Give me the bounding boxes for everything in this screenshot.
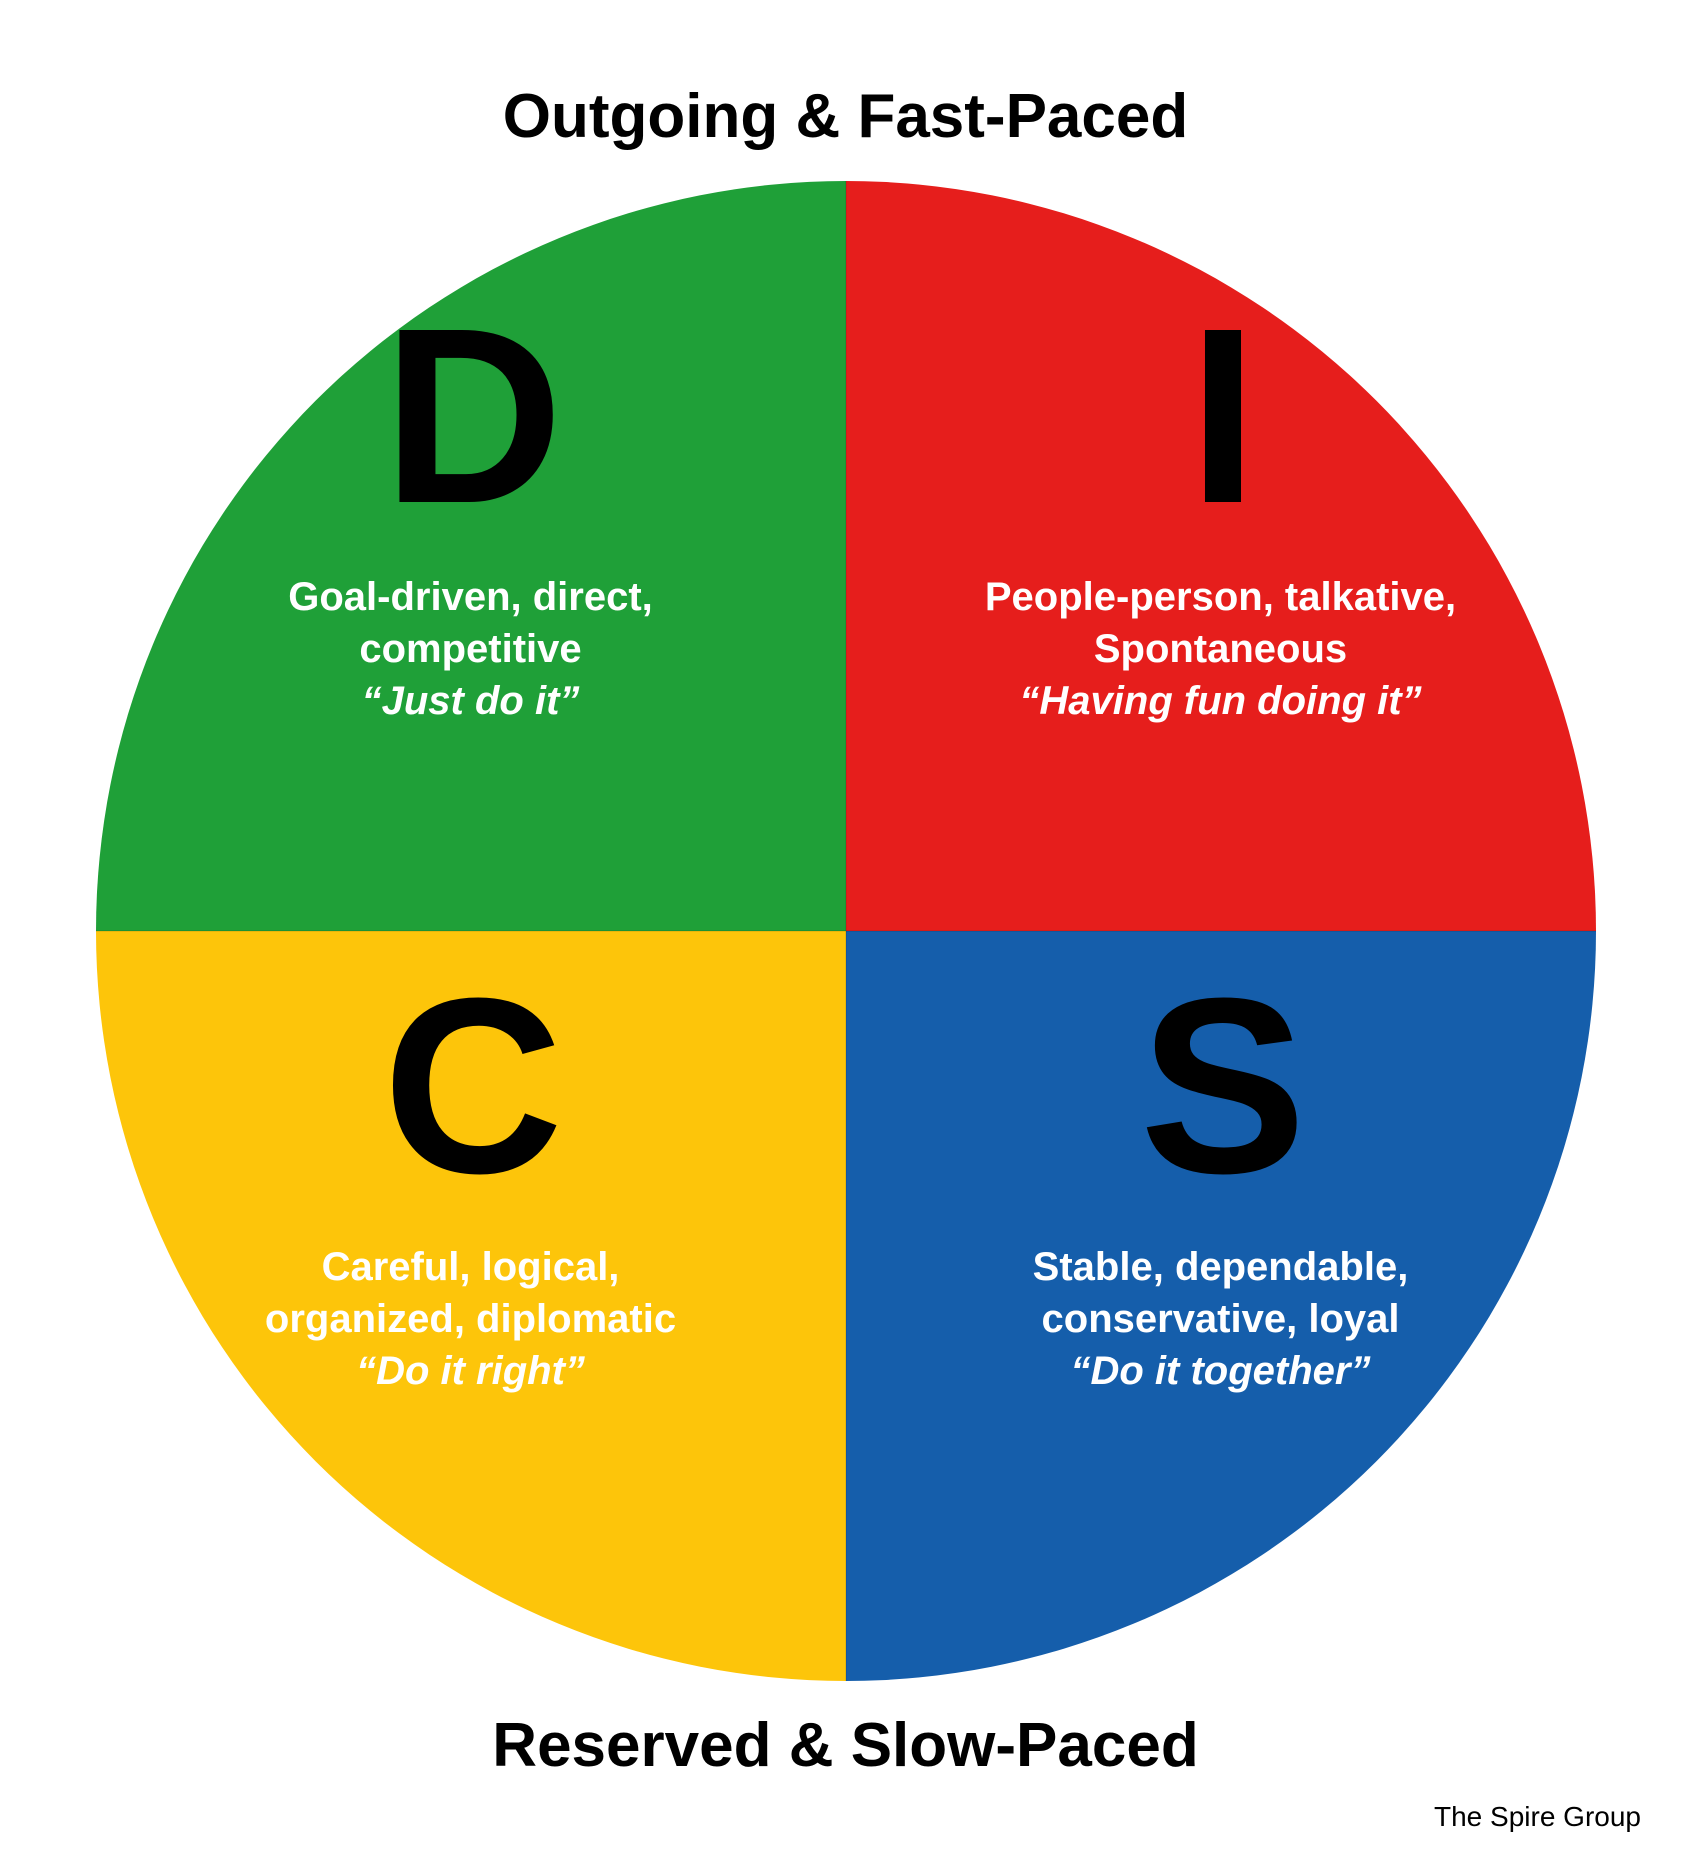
quadrant-d: D Goal-driven, direct, competitive “Just… <box>96 181 846 931</box>
traits-d: Goal-driven, direct, competitive <box>288 571 653 675</box>
letter-d: D <box>383 291 559 541</box>
quadrant-d-content: D Goal-driven, direct, competitive “Just… <box>96 291 846 727</box>
traits-c-line1: Careful, logical, <box>322 1245 620 1289</box>
quadrant-c: C Careful, logical, organized, diplomati… <box>96 931 846 1681</box>
traits-s: Stable, dependable, conservative, loyal <box>1033 1241 1409 1345</box>
divider-horizontal <box>96 930 1596 932</box>
traits-d-line2: competitive <box>359 627 581 671</box>
quote-i: “Having fun doing it” <box>1019 675 1421 727</box>
quote-s: “Do it together” <box>1071 1345 1371 1397</box>
axis-label-bottom: Reserved & Slow-Paced <box>492 1710 1198 1781</box>
traits-i: People-person, talkative, Spontaneous <box>985 571 1456 675</box>
traits-s-line2: conservative, loyal <box>1042 1297 1400 1341</box>
traits-i-line2: Spontaneous <box>1094 627 1347 671</box>
quadrant-i-content: I People-person, talkative, Spontaneous … <box>846 291 1596 727</box>
traits-d-line1: Goal-driven, direct, <box>288 575 653 619</box>
quadrant-c-content: C Careful, logical, organized, diplomati… <box>96 961 846 1397</box>
quote-d: “Just do it” <box>362 675 580 727</box>
traits-c: Careful, logical, organized, diplomatic <box>265 1241 676 1345</box>
letter-s: S <box>1140 961 1302 1211</box>
letter-c: C <box>383 961 559 1211</box>
traits-s-line1: Stable, dependable, <box>1033 1245 1409 1289</box>
letter-i: I <box>1188 291 1252 541</box>
disc-circle: D Goal-driven, direct, competitive “Just… <box>96 181 1596 1681</box>
axis-label-top: Outgoing & Fast-Paced <box>503 81 1188 152</box>
quadrant-s: S Stable, dependable, conservative, loya… <box>846 931 1596 1681</box>
traits-c-line2: organized, diplomatic <box>265 1297 676 1341</box>
attribution-text: The Spire Group <box>1434 1801 1641 1833</box>
quadrant-i: I People-person, talkative, Spontaneous … <box>846 181 1596 931</box>
quadrant-s-content: S Stable, dependable, conservative, loya… <box>846 961 1596 1397</box>
traits-i-line1: People-person, talkative, <box>985 575 1456 619</box>
quote-c: “Do it right” <box>356 1345 585 1397</box>
disc-diagram: Outgoing & Fast-Paced Reserved & Slow-Pa… <box>96 181 1596 1681</box>
